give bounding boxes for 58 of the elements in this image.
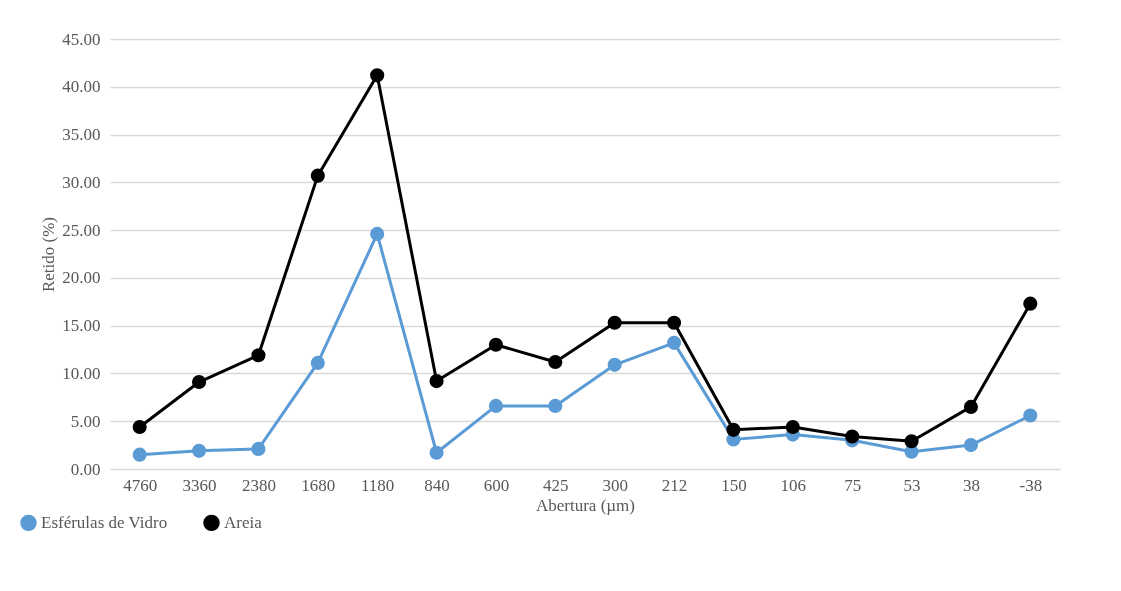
point [1023,408,1038,423]
y-tick-label: 30.00 [62,172,101,192]
point [548,354,563,370]
point [310,168,325,183]
point [310,355,325,370]
x-tick-label: 75 [844,475,862,495]
y-tick-label: 25.00 [62,220,101,240]
x-tick-label: 4760 [123,475,158,495]
legend-label: Areia [224,512,263,532]
point [726,422,741,437]
x-tick-label: 53 [903,475,921,495]
y-tick-label: 0.00 [70,459,101,479]
point [132,419,147,435]
point [904,434,919,449]
y-tick-label: 40.00 [62,77,101,97]
point [548,398,563,413]
y-axis-title: Retido (%) [39,216,59,293]
point [251,441,266,456]
y-tick-label: 15.00 [62,316,101,336]
point [963,399,979,414]
point [845,429,860,444]
point [429,445,444,460]
y-tick-label: 10.00 [62,363,101,383]
x-tick-label: 106 [780,475,807,495]
y-tick-label: 35.00 [62,125,101,145]
x-axis-title: Abertura (µm) [535,495,636,515]
point [251,348,266,363]
point [488,337,504,352]
x-tick-label: -38 [1019,475,1043,495]
x-tick-label: 1680 [301,475,336,495]
x-tick-label: 150 [721,475,747,495]
point [191,374,207,390]
point [132,447,147,462]
point [607,315,622,330]
x-tick-label: 2380 [241,475,276,495]
x-tick-label: 212 [661,475,688,495]
point [488,398,504,413]
x-tick-label: 1180 [361,475,395,495]
point [666,315,682,330]
y-tick-label: 5.00 [70,411,101,431]
x-tick-label: 840 [424,475,450,495]
x-tick-label: 300 [602,475,628,495]
legend-label: Esférulas de Vidro [41,512,168,532]
y-tick-label: 45.00 [62,29,101,49]
x-tick-label: 425 [543,475,569,495]
point [370,68,385,83]
point [785,419,800,435]
point [370,226,385,241]
x-tick-label: 38 [962,475,980,495]
y-tick-label: 20.00 [62,268,101,288]
x-tick-label: 600 [483,475,510,495]
point [1023,296,1038,311]
point [963,438,979,453]
point [429,374,444,389]
point [666,335,682,350]
point [607,357,622,372]
point [191,443,207,458]
x-tick-label: 3360 [182,475,217,495]
